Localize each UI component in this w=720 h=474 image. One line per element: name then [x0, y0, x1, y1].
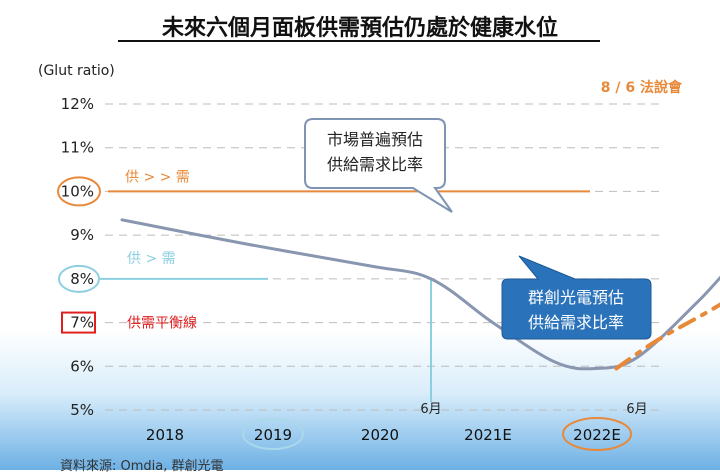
y-tick-label: 8%: [70, 270, 94, 288]
reference-label-8: 供 > 需: [127, 251, 176, 267]
chart-title: 未來六個月面板供需預估仍處於健康水位: [161, 16, 558, 41]
innolux-callout-line: 群創光電預估: [528, 288, 624, 307]
x-tick-label: 2022E: [573, 426, 621, 444]
highlight-2022e: [562, 417, 632, 451]
y-tick-label: 12%: [61, 95, 94, 113]
y-tick-label: 6%: [70, 357, 94, 375]
reference-label-7: 供需平衡線: [127, 316, 197, 332]
highlight-2019: [242, 418, 304, 450]
bottom-glow-background: [0, 330, 720, 470]
y-tick-label: 9%: [70, 226, 94, 244]
reference-label-10: 供 > > 需: [125, 169, 190, 185]
marker-box-7: [61, 311, 96, 334]
y-tick-label: 10%: [61, 182, 94, 200]
x-tick-label: 2020: [361, 426, 399, 444]
y-tick-label: 11%: [61, 139, 94, 157]
x-tick-label: 2018: [146, 426, 184, 444]
x-tick-label: 2021E: [464, 426, 512, 444]
source-note: 資料來源: Omdia, 群創光電: [60, 459, 224, 474]
conference-note: 8 / 6 法說會: [601, 79, 683, 96]
marker-circle-10: [57, 176, 101, 207]
market-callout-line: 市場普遍預估: [327, 130, 423, 149]
month-label: 6月: [626, 402, 647, 417]
month-label: 6月: [420, 402, 441, 417]
y-axis-label: (Glut ratio): [38, 63, 115, 79]
series-line-market: [120, 218, 720, 371]
marker-circle-8: [58, 264, 100, 293]
innolux-callout-box: [501, 255, 652, 340]
x-tick-label: 2019: [254, 426, 292, 444]
title-underline: [118, 40, 600, 42]
innolux-callout-line: 供給需求比率: [528, 313, 624, 332]
y-tick-label: 7%: [70, 314, 94, 332]
market-callout-box: [304, 118, 453, 213]
market-callout-line: 供給需求比率: [327, 155, 423, 174]
y-tick-label: 5%: [70, 401, 94, 419]
